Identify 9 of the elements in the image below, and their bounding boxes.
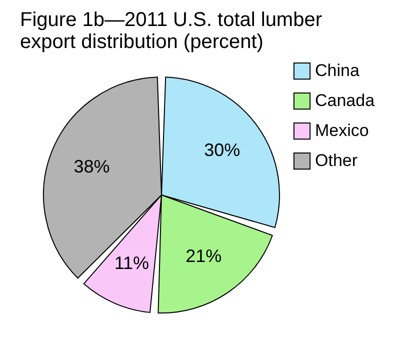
data-label: 11%: [114, 252, 150, 273]
legend-label: Mexico: [315, 121, 369, 140]
chart-title: Figure 1b—2011 U.S. total lumber export distribution (percent): [20, 9, 322, 53]
legend-label: Canada: [315, 91, 376, 110]
data-label: 21%: [186, 246, 222, 266]
legend-label: Other: [315, 151, 358, 170]
data-label: 30%: [204, 140, 240, 160]
legend-label: China: [315, 61, 360, 80]
data-label: 38%: [74, 156, 110, 176]
